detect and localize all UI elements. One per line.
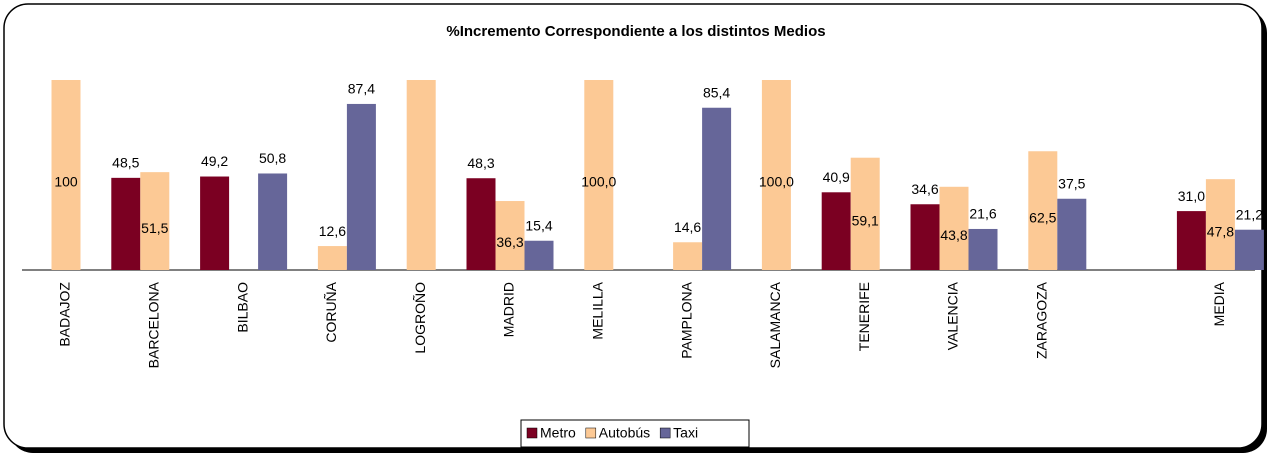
x-tick-label: SALAMANCA	[767, 281, 783, 368]
data-label: 87,4	[348, 81, 375, 97]
legend-swatch	[585, 427, 597, 439]
bar	[258, 173, 288, 270]
data-label: 50,8	[259, 150, 286, 166]
x-tick-label: MADRID	[501, 282, 517, 337]
bar	[968, 228, 998, 270]
data-label: 59,1	[852, 213, 879, 229]
frame	[3, 3, 1263, 449]
bar	[1176, 211, 1206, 270]
data-label: 100	[54, 174, 78, 190]
x-tick-label: BILBAO	[234, 282, 250, 333]
data-label: 15,4	[525, 217, 552, 233]
data-label: 34,6	[911, 181, 938, 197]
legend-label: Autobús	[599, 425, 650, 441]
bar	[1234, 229, 1264, 270]
bar	[317, 246, 347, 270]
data-label: 62,5	[1029, 209, 1056, 225]
bar	[761, 80, 791, 270]
bar	[1057, 198, 1087, 270]
bar	[200, 176, 230, 270]
data-label: 40,9	[823, 169, 850, 185]
data-label: 43,8	[940, 227, 967, 243]
legend	[520, 419, 750, 448]
data-label: 14,6	[674, 219, 701, 235]
data-label: 21,6	[969, 206, 996, 222]
data-label: 85,4	[703, 84, 730, 100]
legend-swatch	[526, 427, 538, 439]
x-tick-label: LOGROÑO	[412, 282, 428, 354]
x-tick-label: ZARAGOZA	[1034, 281, 1050, 359]
data-label: 47,8	[1207, 223, 1234, 239]
data-label: 100,0	[759, 174, 794, 190]
data-label: 48,5	[112, 155, 139, 171]
bar	[51, 80, 81, 270]
bar	[406, 80, 436, 270]
chart-title: %Incremento Correspondiente a los distin…	[446, 23, 825, 40]
x-tick-label: CORUÑA	[323, 281, 339, 342]
x-tick-label: VALENCIA	[945, 281, 961, 350]
data-label: 49,2	[201, 153, 228, 169]
data-label: 36,3	[496, 234, 523, 250]
x-tick-label: BADAJOZ	[57, 282, 73, 347]
x-tick-label: MELILLA	[590, 281, 606, 339]
bar	[1205, 179, 1235, 270]
legend-label: Taxi	[673, 425, 698, 441]
bar	[673, 242, 703, 270]
legend-swatch	[659, 427, 671, 439]
bar	[1028, 151, 1058, 270]
data-label: 31,0	[1178, 188, 1205, 204]
bar	[821, 192, 851, 270]
data-label: 21,2	[1236, 206, 1263, 222]
bar	[910, 204, 940, 270]
bar	[584, 80, 614, 270]
data-label: 51,5	[141, 220, 168, 236]
bar	[140, 172, 170, 270]
data-label: 37,5	[1058, 175, 1085, 191]
bar	[850, 157, 880, 270]
bar	[939, 186, 969, 270]
legend-label: Metro	[540, 425, 576, 441]
x-tick-label: MEDIA	[1211, 281, 1227, 326]
data-label: 48,3	[467, 155, 494, 171]
data-label: 100,0	[581, 174, 616, 190]
data-label: 12,6	[319, 223, 346, 239]
x-tick-label: BARCELONA	[146, 281, 162, 368]
bar	[524, 240, 554, 270]
bar	[466, 178, 496, 270]
x-tick-label: PAMPLONA	[678, 281, 694, 358]
bar	[495, 201, 525, 270]
bar	[111, 177, 141, 270]
bar	[702, 107, 732, 271]
bar	[346, 103, 376, 270]
x-tick-label: TENERIFE	[856, 282, 872, 351]
